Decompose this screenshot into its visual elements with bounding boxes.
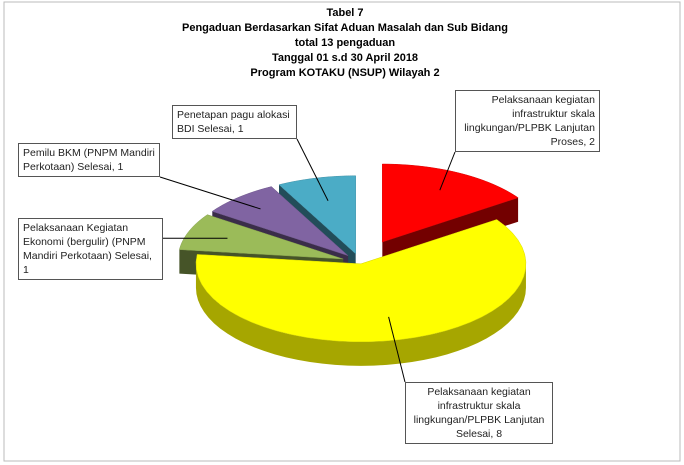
slice — [211, 186, 349, 256]
title-line: Tabel 7 — [326, 7, 364, 19]
slice — [195, 219, 527, 342]
data-label: Pelaksanaan kegiatan infrastruktur skala… — [455, 90, 600, 152]
data-label: Pelaksanaan Kegiatan Ekonomi (bergulir) … — [18, 218, 163, 280]
title-line: total 13 pengaduan — [294, 37, 396, 49]
slice — [179, 214, 344, 260]
leader-line — [159, 176, 261, 210]
leader-line — [388, 316, 406, 383]
slice — [382, 163, 519, 243]
leader-line — [296, 138, 329, 201]
chart-title: Tabel 7 Pengaduan Berdasarkan Sifat Aduan… — [100, 6, 590, 81]
title-line: Tanggal 01 s.d 30 April 2018 — [271, 52, 419, 64]
title-line: Pengaduan Berdasarkan Sifat Aduan Masala… — [182, 22, 508, 34]
slice-wall — [195, 263, 526, 366]
data-label: Pelaksanaan kegiatan infrastruktur skala… — [405, 382, 553, 444]
frame — [3, 1, 681, 462]
leader-line — [439, 151, 456, 191]
data-label: Pemilu BKM (PNPM Mandiri Perkotaan) Sele… — [18, 143, 160, 177]
data-label: Penetapan pagu alokasi BDI Selesai, 1 — [172, 105, 297, 139]
title-line: Program KOTAKU (NSUP) Wilayah 2 — [250, 67, 440, 79]
